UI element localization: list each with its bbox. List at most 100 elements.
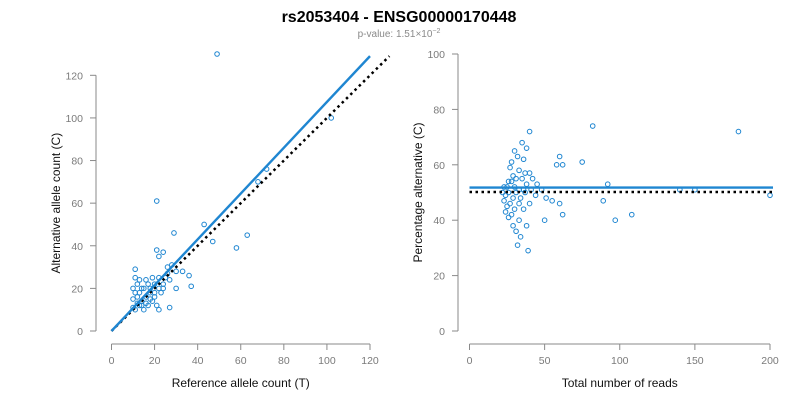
data-point [255, 179, 261, 185]
data-point [158, 289, 164, 296]
data-point [523, 222, 530, 229]
data-point [513, 175, 519, 182]
data-point [188, 283, 195, 290]
data-point [130, 285, 136, 292]
data-point [559, 211, 566, 218]
data-point [510, 195, 516, 201]
data-point [589, 123, 596, 129]
data-point [145, 281, 151, 287]
x-tick-label: 120 [361, 355, 379, 367]
x-tick-label: 150 [686, 355, 704, 367]
data-point [153, 302, 160, 309]
chart-title: rs2053404 - ENSG00000170448 [282, 9, 517, 26]
x-axis-label: Total number of reads [562, 376, 678, 390]
data-point [549, 198, 555, 204]
y-axis-label: Alternative allele count (C) [49, 133, 63, 274]
data-point [160, 285, 166, 292]
data-point [522, 170, 528, 176]
data-point [173, 285, 179, 292]
data-point [526, 128, 533, 135]
y-tick-label: 0 [439, 326, 445, 338]
y-tick-label: 20 [71, 283, 83, 295]
data-point [517, 234, 524, 240]
data-point [507, 200, 513, 207]
data-point [519, 175, 525, 182]
data-point [508, 178, 515, 185]
data-point [160, 249, 166, 255]
data-point [134, 281, 141, 287]
chart-subtitle: p-value: 1.51×10−2 [358, 28, 441, 40]
y-tick-label: 40 [71, 241, 83, 253]
y-tick-label: 60 [433, 160, 445, 172]
data-point [173, 268, 179, 275]
data-point [516, 167, 522, 174]
data-point [511, 148, 518, 154]
data-point [141, 285, 147, 292]
data-point [201, 221, 207, 228]
data-point [559, 162, 566, 168]
data-point [517, 195, 524, 201]
data-point [143, 300, 149, 307]
data-point [556, 153, 563, 160]
data-point [526, 170, 533, 176]
data-point [519, 139, 525, 146]
data-point [136, 277, 143, 283]
data-point [164, 264, 171, 270]
data-point [186, 272, 192, 279]
y-axis-label: Percentage alternative (C) [411, 122, 425, 262]
data-point [541, 217, 548, 223]
data-point [534, 181, 540, 187]
data-point [502, 192, 509, 199]
x-tick-label: 0 [467, 355, 473, 367]
x-tick-label: 20 [149, 355, 161, 367]
data-point [523, 145, 530, 151]
fit-line [110, 55, 371, 332]
data-point [151, 289, 158, 296]
data-point [166, 304, 173, 311]
data-point [147, 296, 154, 302]
data-point [604, 181, 611, 187]
data-point [579, 159, 585, 165]
data-point [153, 198, 160, 204]
data-point [735, 128, 742, 135]
data-point [513, 228, 519, 235]
x-tick-label: 40 [192, 355, 204, 367]
data-point [244, 232, 251, 238]
data-point [520, 206, 527, 212]
data-point [508, 159, 515, 165]
p-value-times: ×10 [415, 29, 432, 40]
data-point [141, 306, 147, 313]
data-point [156, 306, 162, 313]
p-value-mantissa: p-value: 1.51 [358, 29, 416, 40]
x-tick-label: 200 [761, 355, 779, 367]
data-point [516, 217, 522, 223]
x-tick-label: 0 [109, 355, 115, 367]
data-point [526, 200, 533, 207]
data-point [508, 211, 515, 218]
data-point [501, 198, 507, 204]
y-tick-label: 40 [433, 215, 445, 227]
data-point [612, 217, 619, 223]
p-value-exponent: −2 [432, 28, 440, 35]
data-point [522, 189, 528, 196]
x-tick-label: 100 [611, 355, 629, 367]
data-point [543, 195, 549, 201]
data-point [520, 156, 527, 163]
x-tick-label: 80 [278, 355, 290, 367]
data-point [132, 274, 138, 281]
data-point [505, 178, 512, 185]
data-point [510, 173, 516, 179]
data-point [156, 253, 162, 260]
data-point [153, 247, 160, 253]
data-point [166, 277, 173, 283]
data-point [130, 296, 136, 302]
y-tick-label: 80 [433, 104, 445, 116]
data-point [553, 162, 560, 168]
data-point [134, 294, 141, 300]
data-point [209, 238, 216, 245]
data-point [525, 247, 531, 254]
data-point [132, 266, 138, 273]
y-tick-label: 20 [433, 271, 445, 283]
data-point [514, 242, 521, 248]
